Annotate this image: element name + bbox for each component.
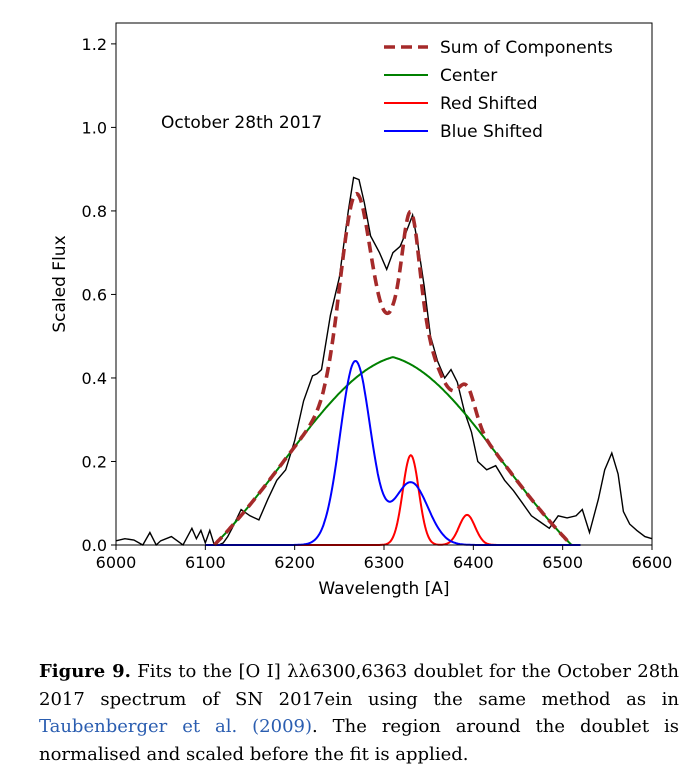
date-annotation: October 28th 2017 <box>161 113 322 133</box>
x-tick-label: 6300 <box>364 553 405 572</box>
y-tick-label: 1.2 <box>82 35 107 54</box>
caption-text-1: Fits to the [O I] λλ6300,6363 doublet fo… <box>39 661 679 710</box>
x-axis-ticks: 6000 6100 6200 6300 6400 6500 6600 <box>96 545 673 572</box>
y-tick-label: 0.6 <box>82 285 107 304</box>
y-tick-label: 0.8 <box>82 202 107 221</box>
legend-label-1: Center <box>440 66 497 86</box>
legend: Sum of Components Center Red Shifted Blue S… <box>384 38 613 142</box>
legend-label-2: Red Shifted <box>440 94 538 114</box>
center-component-line <box>205 356 581 546</box>
x-tick-label: 6000 <box>96 553 137 572</box>
chart-lines <box>115 176 653 547</box>
plot-frame <box>115 22 653 546</box>
caption-text-2: . The region around the doublet is norma… <box>39 716 679 765</box>
x-tick-label: 6400 <box>453 553 494 572</box>
y-tick-label: 0.2 <box>82 452 107 471</box>
citation-link[interactable]: Taubenberger et al. (2009) <box>39 716 312 737</box>
observed-spectrum-line <box>115 176 653 547</box>
sum-of-components-line <box>213 191 573 547</box>
plot-content <box>115 176 653 547</box>
x-tick-label: 6600 <box>632 553 673 572</box>
y-tick-label: 0.4 <box>82 369 107 388</box>
x-tick-label: 6200 <box>274 553 315 572</box>
figure-caption: Figure 9. Fits to the [O I] λλ6300,6363 … <box>39 658 679 768</box>
y-axis-ticks: 0.0 0.2 0.4 0.6 0.8 1.0 1.2 <box>82 35 116 555</box>
figure-chart: 6000 6100 6200 6300 6400 6500 6600 0.00.20.40.… <box>50 22 673 599</box>
blue-shifted-component-line <box>205 359 581 546</box>
legend-label-3: Blue Shifted <box>440 122 543 142</box>
x-tick-label: 6500 <box>542 553 583 572</box>
x-axis-label: Wavelength [A] <box>318 579 449 599</box>
y-tick-label: 0.0 <box>82 536 107 555</box>
x-tick-label: 6100 <box>185 553 226 572</box>
caption-label: Figure 9. <box>39 661 131 682</box>
legend-label-0: Sum of Components <box>440 38 613 58</box>
y-tick-label: 1.0 <box>82 118 107 137</box>
y-axis-label: Scaled Flux <box>50 235 70 332</box>
